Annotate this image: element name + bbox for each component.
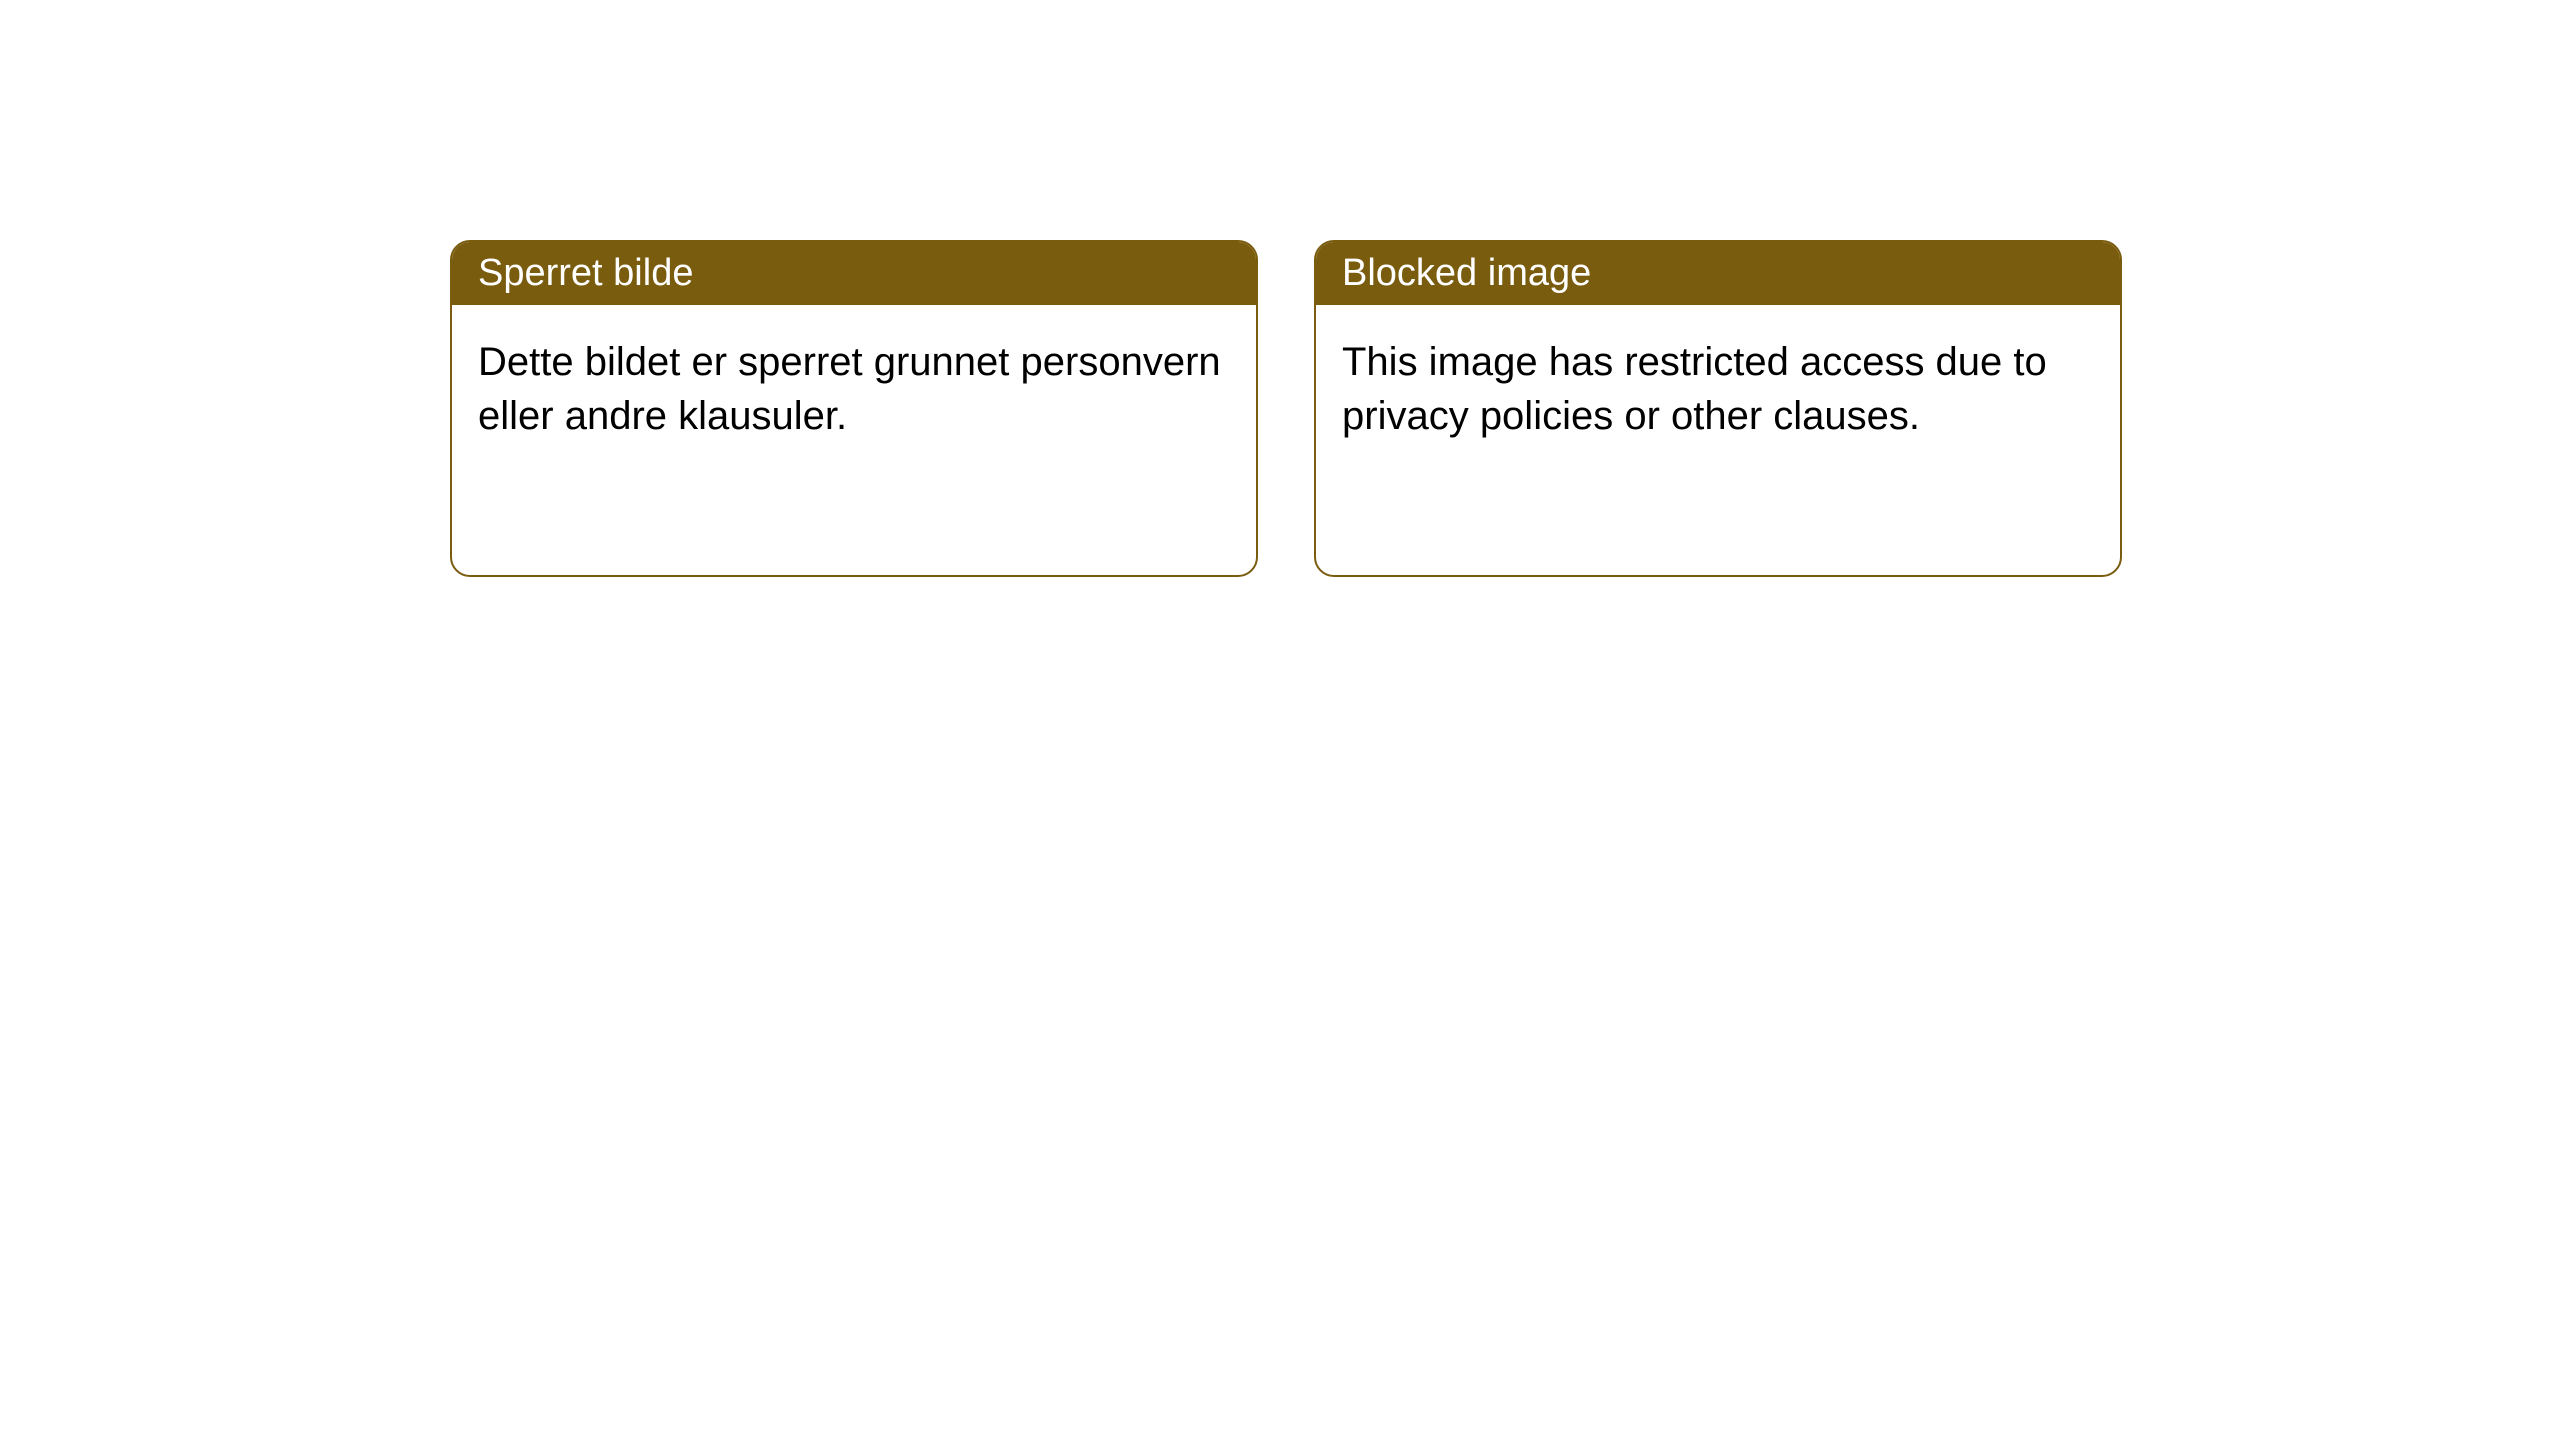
notice-card-norwegian: Sperret bilde Dette bildet er sperret gr… (450, 240, 1258, 577)
card-body: This image has restricted access due to … (1316, 305, 2120, 575)
card-body-text: This image has restricted access due to … (1342, 340, 2047, 438)
card-title: Sperret bilde (478, 252, 693, 294)
card-body-text: Dette bildet er sperret grunnet personve… (478, 340, 1221, 438)
card-header: Blocked image (1316, 242, 2120, 305)
card-header: Sperret bilde (452, 242, 1256, 305)
notice-card-english: Blocked image This image has restricted … (1314, 240, 2122, 577)
card-title: Blocked image (1342, 252, 1591, 294)
notice-cards-container: Sperret bilde Dette bildet er sperret gr… (450, 240, 2122, 577)
card-body: Dette bildet er sperret grunnet personve… (452, 305, 1256, 575)
